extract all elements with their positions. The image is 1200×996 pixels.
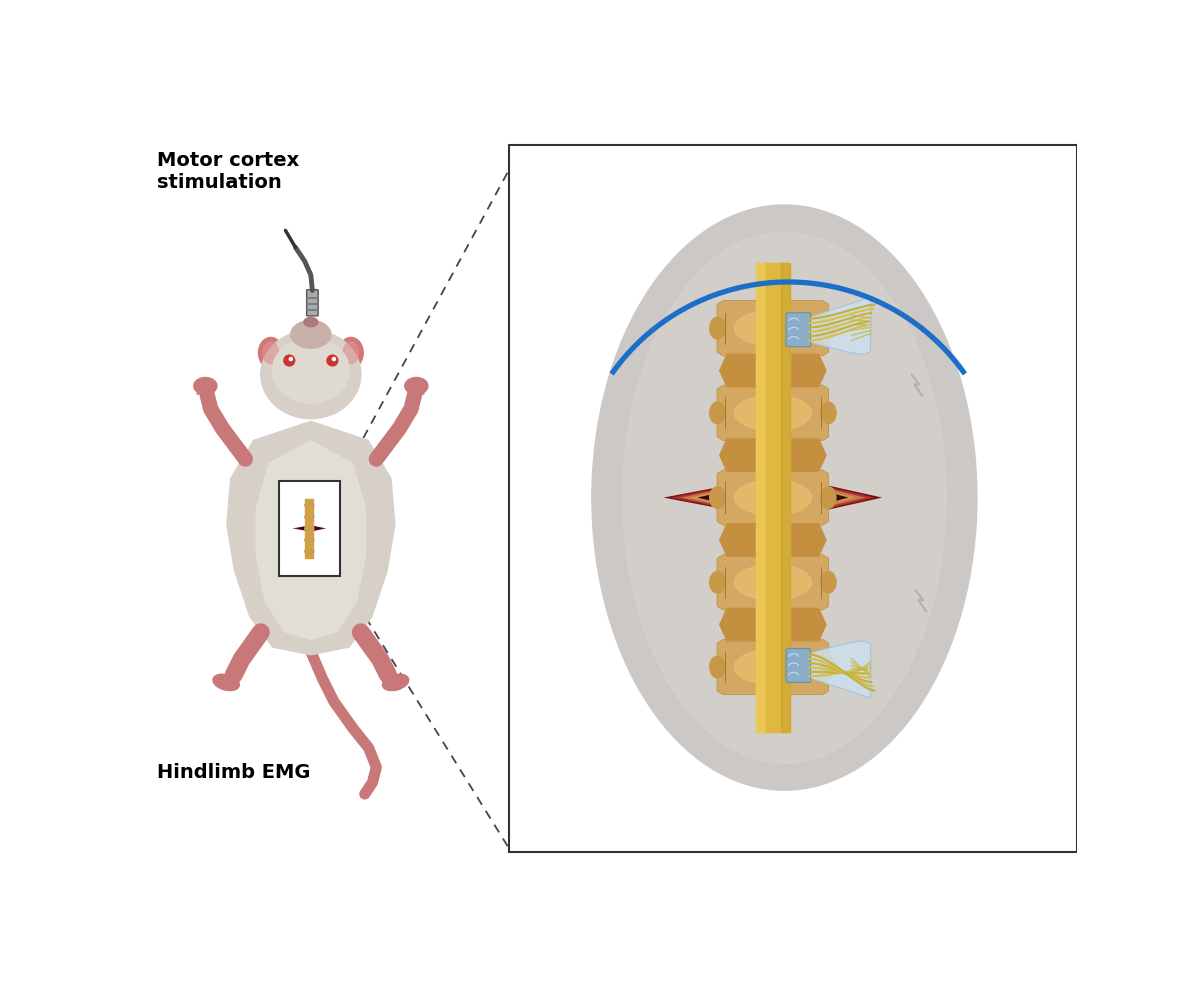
Bar <box>278 481 340 576</box>
Text: T9
recording: T9 recording <box>522 154 636 197</box>
Polygon shape <box>718 385 829 440</box>
Ellipse shape <box>821 572 836 593</box>
Ellipse shape <box>821 402 836 423</box>
Bar <box>306 499 313 558</box>
Polygon shape <box>718 301 829 356</box>
FancyBboxPatch shape <box>786 648 810 682</box>
Polygon shape <box>719 438 827 472</box>
Polygon shape <box>690 253 856 742</box>
Bar <box>756 263 764 732</box>
Ellipse shape <box>709 402 725 423</box>
Polygon shape <box>664 219 882 776</box>
Ellipse shape <box>709 572 725 593</box>
FancyBboxPatch shape <box>786 313 810 347</box>
Ellipse shape <box>709 656 725 677</box>
Polygon shape <box>718 555 829 610</box>
Text: Motor cortex
stimulation: Motor cortex stimulation <box>157 151 299 192</box>
Polygon shape <box>809 640 871 698</box>
Ellipse shape <box>821 487 836 508</box>
Text: Hindlimb EMG: Hindlimb EMG <box>157 763 311 782</box>
Ellipse shape <box>263 342 278 364</box>
Polygon shape <box>718 639 829 695</box>
Ellipse shape <box>623 232 946 763</box>
Ellipse shape <box>272 338 349 403</box>
Polygon shape <box>719 523 827 557</box>
Ellipse shape <box>258 338 283 369</box>
Text: T11
SCI: T11 SCI <box>522 451 566 495</box>
FancyBboxPatch shape <box>307 290 318 316</box>
Ellipse shape <box>305 503 314 508</box>
Ellipse shape <box>734 395 811 430</box>
Ellipse shape <box>709 318 725 339</box>
Ellipse shape <box>709 487 725 508</box>
Circle shape <box>284 356 295 366</box>
Ellipse shape <box>734 565 811 600</box>
Ellipse shape <box>338 338 364 369</box>
Ellipse shape <box>305 515 314 519</box>
Polygon shape <box>680 242 865 753</box>
Polygon shape <box>296 495 323 563</box>
Bar <box>781 263 790 732</box>
Polygon shape <box>671 230 875 765</box>
Ellipse shape <box>194 377 217 394</box>
Ellipse shape <box>734 649 811 684</box>
Polygon shape <box>719 354 827 387</box>
Ellipse shape <box>383 674 409 690</box>
Polygon shape <box>809 298 871 355</box>
Ellipse shape <box>821 318 836 339</box>
Ellipse shape <box>343 342 359 364</box>
Ellipse shape <box>290 321 331 349</box>
Polygon shape <box>718 470 829 525</box>
Polygon shape <box>226 420 396 655</box>
Polygon shape <box>256 440 366 640</box>
Ellipse shape <box>404 377 428 394</box>
Ellipse shape <box>734 311 811 346</box>
Ellipse shape <box>305 538 314 542</box>
Circle shape <box>328 356 338 366</box>
Ellipse shape <box>305 549 314 554</box>
Ellipse shape <box>592 205 977 790</box>
Ellipse shape <box>212 674 239 690</box>
Polygon shape <box>293 488 326 569</box>
Polygon shape <box>719 608 827 641</box>
Circle shape <box>289 358 293 361</box>
Ellipse shape <box>734 480 811 515</box>
Bar <box>756 263 790 732</box>
Circle shape <box>332 358 336 361</box>
Ellipse shape <box>304 318 318 327</box>
Ellipse shape <box>821 656 836 677</box>
Text: L1
stimulation: L1 stimulation <box>522 705 656 749</box>
Polygon shape <box>697 263 848 732</box>
Ellipse shape <box>260 330 361 418</box>
Ellipse shape <box>305 526 314 531</box>
Bar <box>509 145 1078 852</box>
